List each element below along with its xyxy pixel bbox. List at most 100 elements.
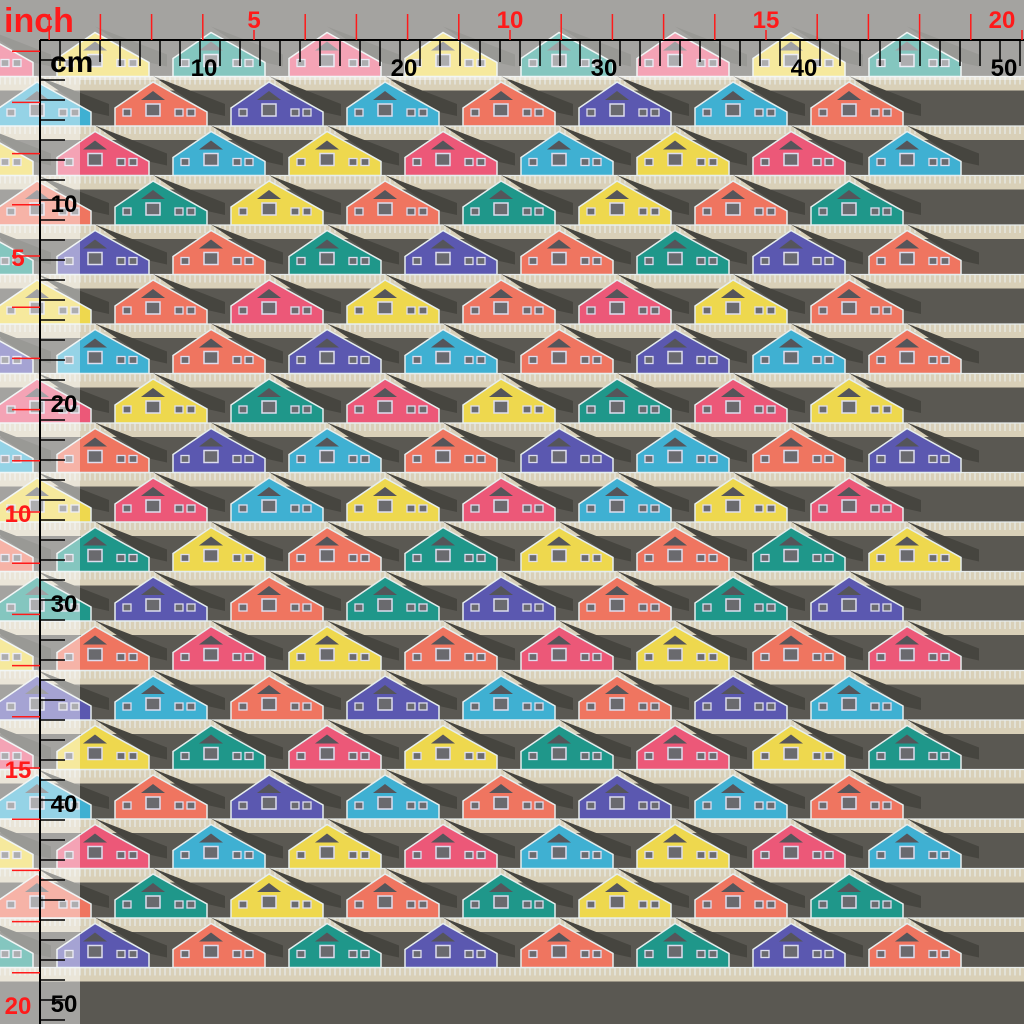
house-icon [56,719,167,771]
house-icon [172,620,283,672]
walkway [0,423,1024,437]
house-icon [288,620,399,672]
house-icon [0,373,109,424]
railing [0,372,1024,382]
house-icon [578,76,689,127]
house-icon [172,224,283,276]
walkway [0,571,1024,586]
house-icon [868,422,979,474]
house-icon [114,571,225,622]
railing [0,174,1024,184]
house-icon [0,826,51,870]
house-icon [346,373,457,424]
house-icon [810,769,921,820]
house-icon [694,868,805,919]
house-icon [346,670,457,721]
top-cm-label: 50 [991,55,1018,82]
house-icon [114,868,225,919]
house-icon [752,224,863,276]
house-icon [578,175,689,226]
house-icon [346,274,457,325]
walkway [0,126,1024,140]
house-icon [462,76,573,127]
house-icon [810,76,921,127]
house-icon [462,175,573,226]
house-icon [56,125,167,177]
house-icon [0,76,109,127]
house-icon [404,620,515,672]
house-icon [404,917,515,969]
house-icon [752,917,863,969]
house-icon [0,868,109,919]
walkway [0,918,1024,932]
house-icon [636,818,747,870]
house-icon [172,26,283,78]
house-icon [172,323,283,375]
house-icon [346,571,457,622]
house-icon [694,670,805,721]
house-icon [868,917,979,969]
house-icon [230,670,341,721]
house-icon [462,571,573,622]
railing [0,471,1024,481]
house-icon [694,571,805,622]
house-icon [288,521,399,573]
house-icon [404,224,515,276]
left-inch-label: 15 [5,757,32,784]
house-icon [404,323,515,375]
house-icon [636,620,747,672]
top-cm-label: 40 [791,55,818,82]
house-icon [230,373,341,424]
house-icon [230,274,341,325]
left-cm-label: 40 [51,791,78,818]
house-icon [462,769,573,820]
house-icon [694,76,805,127]
house-icon [868,620,979,672]
house-icon [520,818,631,870]
house-icon [0,331,51,375]
house-icon [172,422,283,474]
house-icon [578,670,689,721]
walkway [0,670,1024,685]
left-inch-label: 10 [5,501,32,528]
house-icon [520,917,631,969]
house-icon [520,323,631,375]
house-icon [114,175,225,226]
house-icon [520,620,631,672]
house-icon [172,521,283,573]
railing [0,570,1024,580]
left-cm-label: 10 [51,191,78,218]
walkway [0,967,1024,982]
walkway [0,175,1024,190]
house-icon [578,769,689,820]
house-icon [868,125,979,177]
house-icon [868,521,979,573]
house-icon [114,769,225,820]
house-icon [520,422,631,474]
house-icon [810,373,921,424]
house-icon [462,472,573,523]
walkway [0,76,1024,91]
railing [0,966,1024,976]
house-icon [752,620,863,672]
house-icon [404,521,515,573]
house-icon [694,373,805,424]
house-icon [346,472,457,523]
house-icon [752,125,863,177]
house-icon [172,818,283,870]
house-icon [752,422,863,474]
house-icon [520,719,631,771]
house-icon [404,422,515,474]
top-inch-label: 15 [753,7,780,34]
house-icon [520,26,631,78]
house-icon [868,26,979,78]
walkway [0,274,1024,289]
house-icon [520,125,631,177]
house-icon [288,917,399,969]
house-icon [288,224,399,276]
house-icon [230,175,341,226]
house-icon [462,274,573,325]
house-icon [636,917,747,969]
house-icon [752,26,863,78]
house-icon [694,769,805,820]
